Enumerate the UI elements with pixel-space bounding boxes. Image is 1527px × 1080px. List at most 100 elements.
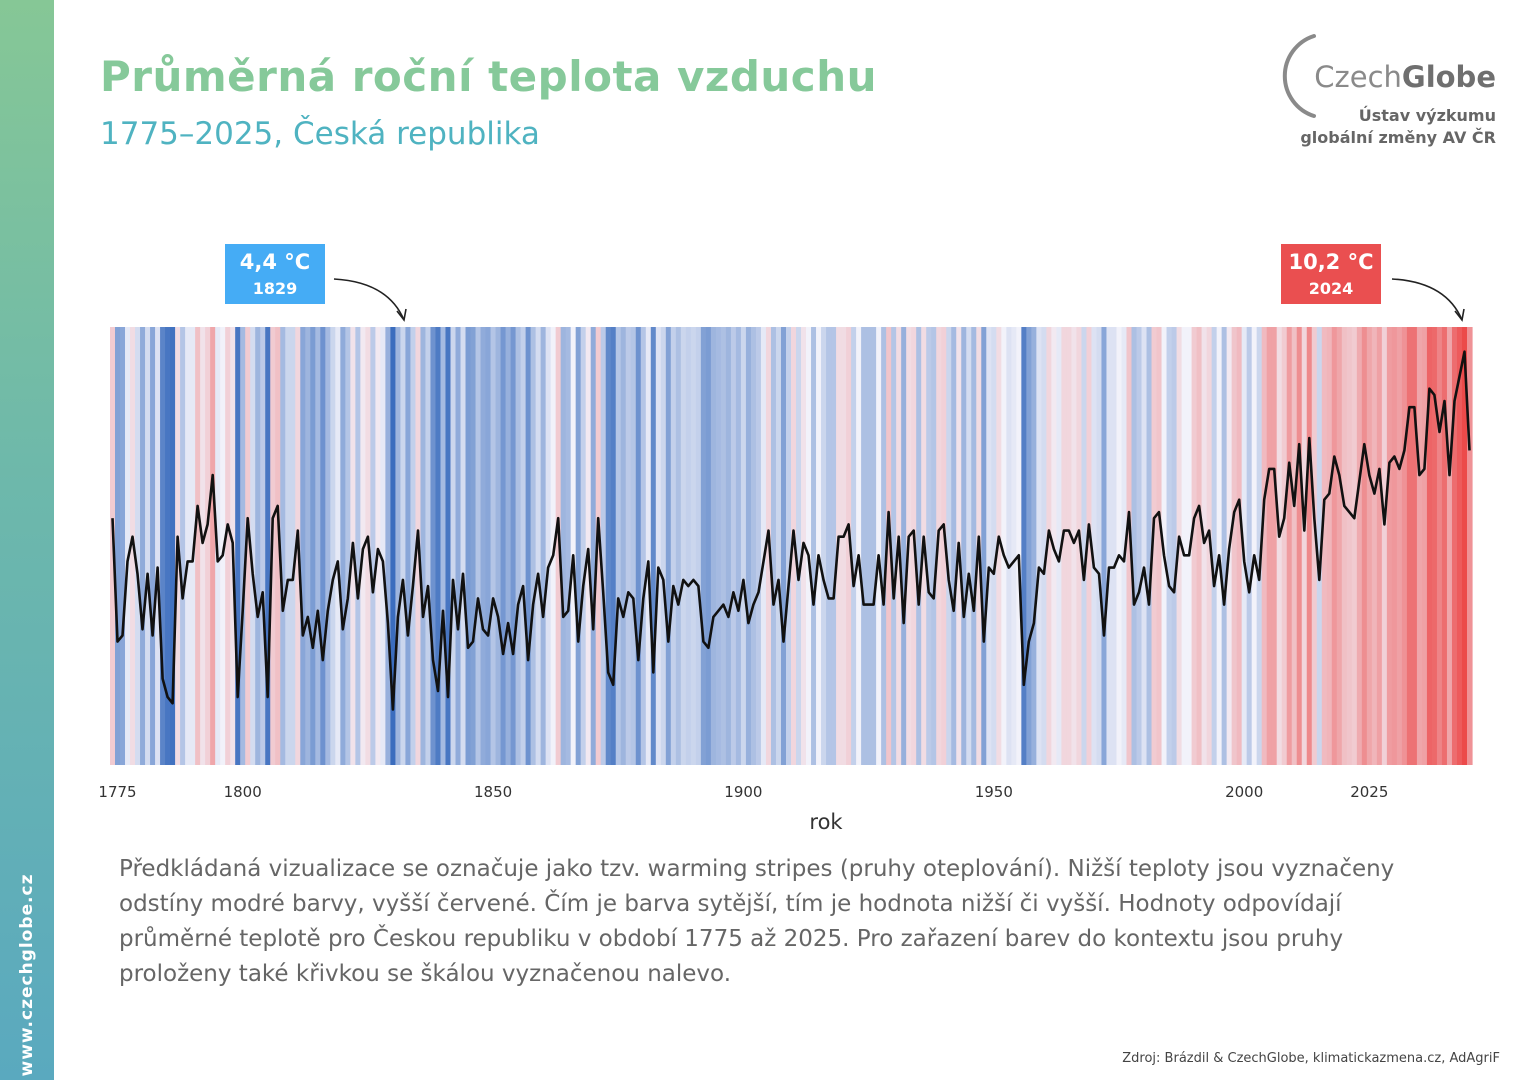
logo-name-part2: Globe (1401, 60, 1496, 94)
stripe-1942 (951, 327, 957, 765)
stripe-2002 (1251, 327, 1258, 765)
stripe-1929 (886, 327, 892, 765)
stripe-1895 (715, 327, 722, 765)
stripe-1845 (465, 327, 472, 765)
stripe-1894 (710, 327, 717, 765)
x-tick-label-1900: 1900 (724, 783, 762, 801)
stripe-1991 (1196, 327, 1203, 765)
stripe-2035 (1416, 327, 1423, 765)
stripe-1794 (210, 327, 216, 765)
stripe-1775 (115, 327, 121, 765)
stripe-1800 (240, 327, 246, 765)
stripe-1840 (440, 327, 447, 765)
stripe-1932 (901, 327, 907, 765)
stripe-1897 (725, 327, 732, 765)
stripe-2025 (1366, 327, 1373, 765)
stripe-1988 (1181, 327, 1188, 765)
stripe-2040 (1441, 327, 1448, 765)
stripe-1818 (330, 327, 336, 765)
stripe-1899 (735, 327, 742, 765)
stripe-1826 (370, 327, 376, 765)
stripe-1837 (425, 327, 432, 765)
stripe-1843 (455, 327, 462, 765)
stripe-1880 (640, 327, 647, 765)
stripe-1780 (140, 327, 146, 765)
stripe-1891 (695, 327, 702, 765)
stripe-1892 (700, 327, 707, 765)
stripe-1869 (585, 327, 592, 765)
x-tick-label-2025: 2025 (1350, 783, 1388, 801)
czechglobe-logo: CzechGlobe Ústav výzkumu globální změny … (1270, 30, 1510, 150)
stripe-1981 (1146, 327, 1153, 765)
stripe-2038 (1431, 327, 1438, 765)
stripe-1945 (966, 327, 972, 765)
stripe-1911 (796, 327, 802, 765)
stripe-1810 (290, 327, 296, 765)
stripe-1983 (1156, 327, 1163, 765)
stripe-1928 (881, 327, 887, 765)
stripe-1856 (520, 327, 527, 765)
stripe-2024 (1361, 327, 1368, 765)
stripe-1849 (485, 327, 492, 765)
stripe-1970 (1091, 327, 1098, 765)
stripe-2003 (1256, 327, 1263, 765)
x-tick-label-1850: 1850 (474, 783, 512, 801)
stripe-1906 (770, 327, 777, 765)
stripe-1858 (530, 327, 537, 765)
stripe-1901 (745, 327, 752, 765)
stripe-1786 (170, 327, 176, 765)
source-note: Zdroj: Brázdil & CzechGlobe, klimatickaz… (1122, 1051, 1500, 1066)
stripe-1982 (1151, 327, 1158, 765)
stripe-1952 (1001, 327, 1007, 765)
stripe-1938 (931, 327, 937, 765)
stripe-1842 (450, 327, 457, 765)
arrow-min-head-icon (396, 308, 407, 322)
stripe-1839 (435, 327, 442, 765)
logo-line1: Ústav výzkumu (1358, 106, 1496, 125)
stripe-1961 (1046, 327, 1052, 765)
stripe-1915 (816, 327, 822, 765)
stripe-2041 (1446, 327, 1453, 765)
stripe-1994 (1211, 327, 1218, 765)
stripe-2030 (1391, 327, 1398, 765)
stripe-1857 (525, 327, 532, 765)
stripe-1974 (1111, 327, 1118, 765)
stripe-1814 (310, 327, 316, 765)
stripe-1969 (1086, 327, 1093, 765)
stripe-1948 (981, 327, 987, 765)
stripe-1784 (160, 327, 166, 765)
stripe-1844 (460, 327, 467, 765)
stripe-2043 (1456, 327, 1463, 765)
stripe-1867 (575, 327, 582, 765)
x-axis-ticks: 1775 1800 1850 1900 1950 2000 2025 (98, 783, 1388, 801)
stripe-1908 (780, 327, 787, 765)
stripe-1874 (610, 327, 617, 765)
stripe-1923 (856, 327, 862, 765)
stripe-1791 (195, 327, 201, 765)
stripe-1968 (1081, 327, 1088, 765)
stripe-2021 (1346, 327, 1353, 765)
stripe-2011 (1296, 327, 1303, 765)
stripe-1958 (1031, 327, 1037, 765)
stripe-2023 (1356, 327, 1363, 765)
stripe-1914 (811, 327, 817, 765)
stripe-1966 (1071, 327, 1078, 765)
logo-name: CzechGlobe (1314, 60, 1496, 94)
stripe-1873 (605, 327, 612, 765)
stripe-1782 (150, 327, 156, 765)
stripe-1870 (590, 327, 597, 765)
stripe-1963 (1056, 327, 1062, 765)
page-subtitle: 1775–2025, Česká republika (100, 116, 540, 152)
stripe-1875 (615, 327, 622, 765)
stripe-1990 (1191, 327, 1198, 765)
stripe-2039 (1436, 327, 1443, 765)
stripe-1913 (806, 327, 812, 765)
stripe-1813 (305, 327, 311, 765)
stripe-1823 (355, 327, 361, 765)
stripe-1836 (420, 327, 427, 765)
stripe-1888 (680, 327, 687, 765)
stripe-1941 (946, 327, 952, 765)
temperature-line (111, 350, 1471, 711)
stripe-1971 (1096, 327, 1103, 765)
stripe-1960 (1041, 327, 1047, 765)
